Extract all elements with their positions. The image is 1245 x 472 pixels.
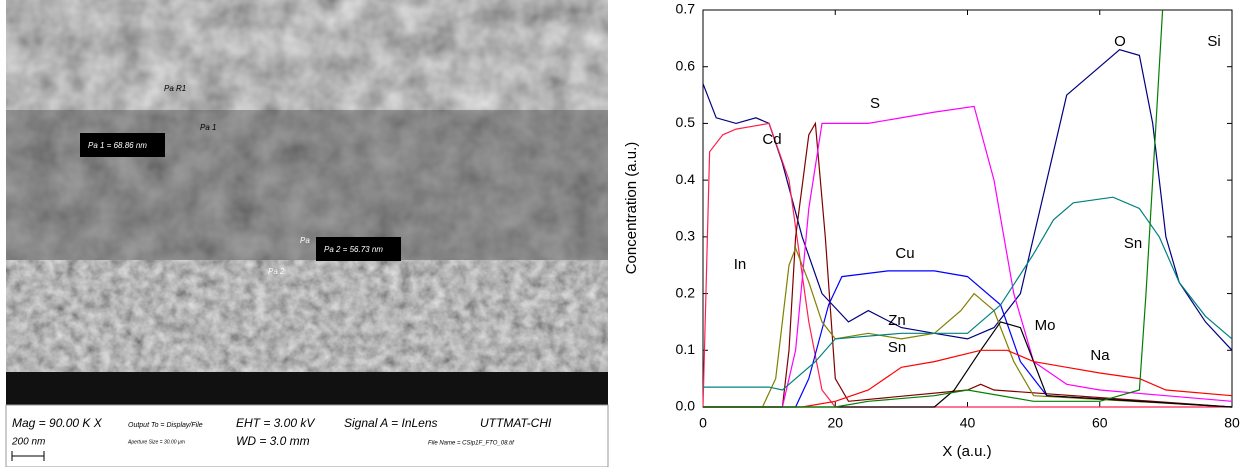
- series-line: [703, 270, 1233, 408]
- series-label: Na: [1090, 347, 1110, 364]
- y-tick-label: 0.2: [676, 284, 696, 300]
- sem-substrate: [6, 372, 608, 405]
- series-label: Cu: [895, 245, 914, 262]
- sem-text: Output To = Display/File: [128, 422, 203, 429]
- sem-image: Pa R1 Pa 1 Pa 1 = 68.86 nm Pa Pa 2 Pa 2 …: [5, 0, 609, 468]
- series-line: [703, 105, 1233, 408]
- series-line: [703, 321, 1233, 408]
- y-tick-label: 0.0: [676, 398, 696, 414]
- series-line: [703, 196, 1233, 391]
- series-label: Zn: [888, 312, 906, 329]
- sem-text: Aperture Size = 30.00 µm: [127, 439, 185, 445]
- sem-text: Pa 1 = 68.86 nm: [88, 141, 147, 150]
- series-line: [703, 246, 1233, 408]
- sem-text: Mag = 90.00 K X: [12, 416, 103, 430]
- series-label: Mo: [1035, 317, 1056, 334]
- sem-text: UTTMAT-CHI: [480, 416, 552, 430]
- series-line: [703, 9, 1164, 408]
- sem-label-box: [316, 237, 401, 261]
- y-tick-label: 0.4: [676, 171, 696, 187]
- x-tick-label: 60: [1092, 415, 1108, 431]
- sem-text: EHT = 3.00 kV: [236, 416, 315, 430]
- sem-text: Pa 1: [200, 123, 216, 132]
- series-line: [702, 49, 1233, 351]
- y-tick-label: 0.3: [676, 228, 696, 244]
- sem-text: 200 nm: [11, 437, 45, 448]
- sem-label-box: [80, 133, 165, 157]
- y-tick-label: 0.6: [676, 57, 696, 73]
- y-tick-label: 0.5: [676, 114, 696, 130]
- plot-frame: [702, 9, 1233, 408]
- series-line: [703, 349, 1233, 408]
- sem-info-bar: [5, 404, 609, 468]
- series-label: Sn: [1124, 235, 1142, 252]
- x-axis-label: X (a.u.): [942, 443, 991, 460]
- series-label: Cd: [762, 131, 781, 148]
- y-axis-label: Concentration (a.u.): [623, 142, 640, 275]
- sem-text: Pa R1: [164, 84, 186, 93]
- series-label: O: [1114, 33, 1126, 50]
- series-label: In: [734, 256, 747, 273]
- sem-text: WD = 3.0 mm: [236, 434, 310, 448]
- series-label: Si: [1207, 33, 1220, 50]
- sem-text: Pa: [300, 236, 310, 245]
- sem-text: Pa 2: [268, 267, 285, 276]
- sem-text: File Name = CSip1F_FTO_08.tif: [428, 441, 515, 447]
- chart: X (a.u.) Concentration (a.u.) 0.0 0.1 0.2 0…: [623, 1, 1240, 460]
- x-tick-label: 40: [960, 415, 976, 431]
- x-tick-label: 80: [1224, 415, 1240, 431]
- series-line: [703, 121, 1233, 408]
- x-tick-label: 0: [699, 415, 707, 431]
- sem-text: Pa 2 = 56.73 nm: [324, 245, 383, 254]
- y-tick-label: 0.1: [676, 341, 696, 357]
- sem-top-layer: [6, 0, 608, 110]
- y-tick-label: 0.7: [676, 1, 696, 17]
- scale-bar: [11, 451, 45, 461]
- annotation: Sn: [888, 339, 906, 356]
- x-tick-label: 20: [827, 415, 843, 431]
- series-line: [702, 122, 1232, 408]
- sem-fto-layer: [6, 260, 608, 372]
- series-label: S: [870, 95, 880, 112]
- sem-text: Signal A = InLens: [344, 416, 438, 430]
